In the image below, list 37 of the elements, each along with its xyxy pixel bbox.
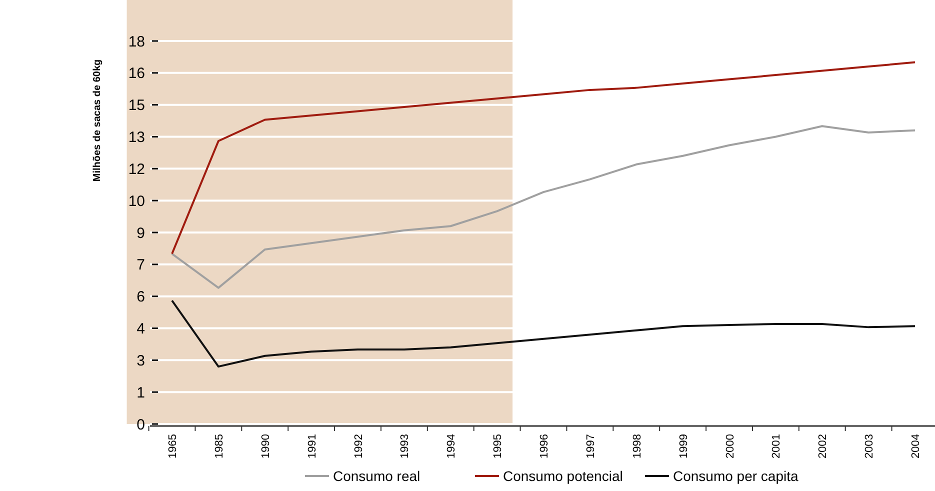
x-tick-label: 1998 — [631, 434, 644, 458]
legend-label: Consumo real — [333, 468, 420, 484]
y-tick-label: 13 — [128, 129, 145, 146]
x-tick-label: 2004 — [910, 434, 922, 458]
x-tick-label: 1992 — [352, 434, 365, 458]
x-tick-label: 1965 — [167, 434, 179, 458]
x-tick-label: 1991 — [306, 434, 318, 458]
x-tick-label: 1985 — [213, 434, 226, 458]
y-tick-label: 9 — [136, 224, 145, 242]
y-tick-label: 4 — [136, 320, 145, 338]
x-tick-label: 1994 — [446, 434, 458, 458]
y-tick-label: 18 — [128, 33, 145, 50]
line-series — [171, 300, 916, 368]
legend-label: Consumo potencial — [503, 468, 623, 484]
line-series — [171, 125, 916, 289]
y-tick-label: 7 — [136, 256, 145, 274]
x-tick-label: 2001 — [770, 434, 783, 458]
x-tick-label: 2003 — [864, 434, 876, 458]
x-tick-label: 1990 — [260, 434, 272, 458]
x-tick-label: 1997 — [584, 434, 597, 458]
y-tick-label: 12 — [128, 160, 145, 178]
x-tick-label: 2002 — [817, 434, 830, 458]
y-tick-label: 16 — [128, 65, 145, 82]
line-series — [171, 61, 916, 255]
y-axis-title: Milhões de sacas de 60kg — [92, 59, 103, 182]
y-tick-label: 3 — [136, 352, 145, 370]
x-tick-label: 2000 — [724, 434, 736, 458]
x-tick-label: 1996 — [538, 434, 550, 458]
legend-label: Consumo per capita — [673, 468, 799, 484]
x-tick-label: 1999 — [678, 434, 690, 458]
y-tick-label: 10 — [128, 192, 145, 210]
y-tick-label: 15 — [128, 97, 145, 114]
x-tick-label: 1993 — [399, 434, 412, 458]
y-tick-label: 6 — [136, 288, 145, 306]
y-tick-label: 0 — [136, 416, 145, 434]
x-tick-label: 1995 — [492, 434, 504, 458]
y-tick-label: 1 — [136, 384, 145, 402]
